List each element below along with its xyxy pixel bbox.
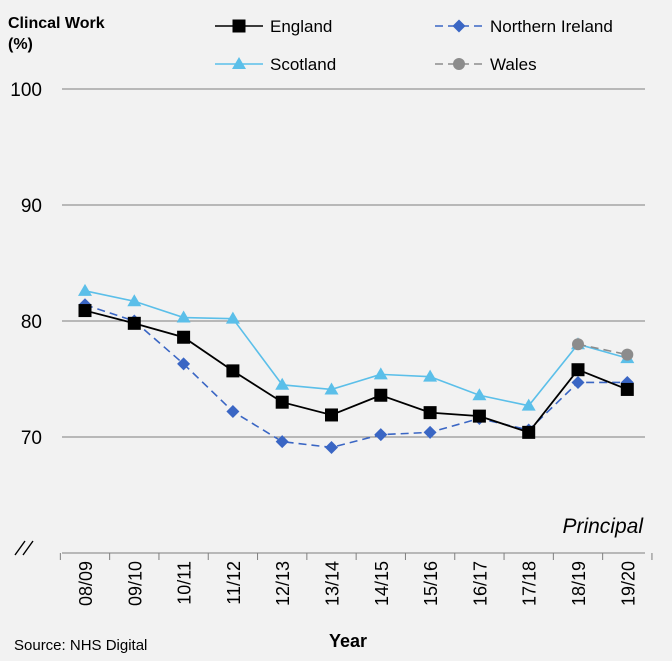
x-tick-label: 12/13 <box>273 561 293 606</box>
legend: England Northern Ireland Scotland Wales <box>215 17 613 74</box>
data-point <box>78 304 92 318</box>
y-axis-ticks: 70 80 90 100 <box>10 80 42 449</box>
x-tick-label: 10/11 <box>175 561 195 605</box>
x-tick-label: 16/17 <box>470 561 490 606</box>
x-tick-label: 14/15 <box>372 561 392 606</box>
legend-item: Northern Ireland <box>435 17 613 36</box>
data-point <box>226 404 240 418</box>
chart-annotation: Principal <box>562 515 644 538</box>
series-group <box>78 283 635 454</box>
x-tick-label: 08/09 <box>76 561 96 606</box>
data-point <box>522 425 536 439</box>
legend-item: Scotland <box>215 55 336 74</box>
legend-label: Northern Ireland <box>490 17 613 36</box>
series-line <box>84 304 628 449</box>
data-point <box>275 395 289 409</box>
series-wales <box>572 338 634 361</box>
data-point <box>325 440 338 454</box>
series-line <box>577 343 628 356</box>
data-point <box>571 375 585 389</box>
data-point <box>177 330 191 344</box>
legend-item: England <box>215 17 332 36</box>
data-point <box>226 364 240 378</box>
data-point <box>176 310 191 323</box>
data-point <box>324 382 339 395</box>
series-line <box>84 309 628 434</box>
data-point <box>127 316 141 330</box>
x-tick-label: 09/10 <box>125 561 145 606</box>
y-tick-label: 100 <box>10 80 42 101</box>
data-point <box>373 367 388 380</box>
y-tick-label: 70 <box>21 428 42 449</box>
legend-marker <box>232 57 246 69</box>
data-point <box>621 348 634 361</box>
data-point <box>275 377 290 390</box>
data-point <box>78 283 92 296</box>
data-point <box>325 408 338 422</box>
data-point <box>374 428 388 442</box>
data-point <box>472 388 487 401</box>
series-line <box>84 290 628 407</box>
legend-marker <box>453 58 465 70</box>
data-point <box>423 425 437 439</box>
legend-marker <box>452 19 466 33</box>
x-tick-label: 11/12 <box>224 561 244 605</box>
x-tick-label: 15/16 <box>421 561 441 606</box>
x-axis-title: Year <box>329 631 367 651</box>
legend-item: Wales <box>435 55 537 74</box>
x-tick-label: 19/20 <box>618 561 638 606</box>
data-point <box>423 369 438 382</box>
y-tick-label: 90 <box>21 196 42 217</box>
source-note: Source: NHS Digital <box>14 637 147 654</box>
gridlines <box>62 88 645 438</box>
x-tick-label: 18/19 <box>569 561 589 606</box>
legend-marker <box>232 19 246 33</box>
legend-label: England <box>270 17 332 36</box>
data-point <box>127 294 142 307</box>
data-point <box>572 338 584 351</box>
data-point <box>620 382 634 396</box>
data-point <box>521 398 536 411</box>
legend-label: Wales <box>490 55 537 74</box>
series-northern-ireland <box>78 298 634 454</box>
y-axis-title-line2: (%) <box>8 36 33 53</box>
data-point <box>177 357 191 371</box>
legend-label: Scotland <box>270 55 336 74</box>
data-point <box>225 311 240 324</box>
data-point <box>423 406 437 420</box>
y-axis-title-line1: Clincal Work <box>8 15 105 32</box>
axis-break-icon <box>14 540 34 556</box>
data-point <box>472 409 486 423</box>
x-axis: 08/09 09/10 10/11 11/12 12/13 13/14 14/15 15/16… <box>59 552 653 606</box>
x-tick-label: 13/14 <box>323 561 343 606</box>
y-tick-label: 80 <box>21 312 42 333</box>
data-point <box>275 435 289 449</box>
data-point <box>571 363 585 377</box>
x-tick-label: 17/18 <box>520 561 540 606</box>
series-england <box>78 304 634 439</box>
series-scotland <box>78 283 635 411</box>
data-point <box>374 388 388 402</box>
